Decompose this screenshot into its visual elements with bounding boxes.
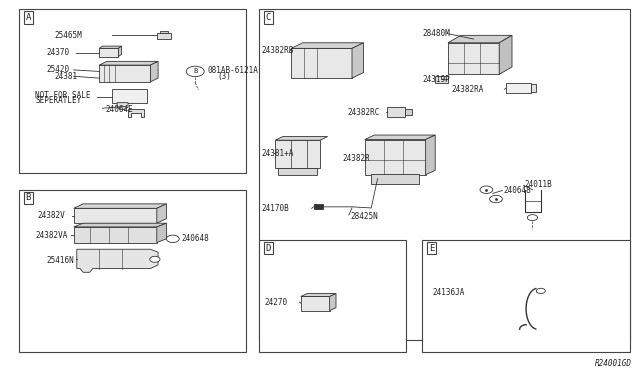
Text: B: B (193, 68, 197, 74)
Text: 240648: 240648 (181, 234, 209, 243)
Circle shape (186, 66, 204, 77)
Bar (371, 174, 419, 184)
Text: 24319P: 24319P (422, 76, 450, 84)
Polygon shape (352, 43, 364, 78)
Text: 24382RA: 24382RA (451, 85, 484, 94)
Bar (112, 89, 147, 103)
Bar (74, 227, 157, 243)
Bar (157, 33, 171, 39)
Text: 24136JA: 24136JA (432, 288, 465, 296)
Bar (422, 240, 630, 352)
Text: 24011B: 24011B (525, 180, 552, 189)
Polygon shape (365, 135, 435, 140)
Text: 25416N: 25416N (46, 256, 74, 265)
Bar (387, 107, 405, 117)
Polygon shape (448, 35, 512, 43)
Bar (506, 83, 531, 93)
Polygon shape (118, 46, 122, 57)
Text: E: E (429, 244, 434, 253)
Polygon shape (275, 137, 328, 140)
Text: 24170B: 24170B (261, 204, 289, 213)
Bar (435, 76, 448, 83)
Polygon shape (128, 109, 144, 117)
Circle shape (527, 215, 538, 221)
Text: 24381+A: 24381+A (261, 149, 294, 158)
Bar (74, 208, 157, 223)
Polygon shape (150, 61, 158, 82)
Text: D: D (266, 244, 271, 253)
Text: R24001GD: R24001GD (595, 359, 632, 368)
Bar (99, 48, 118, 57)
Polygon shape (426, 135, 435, 175)
Polygon shape (291, 43, 364, 48)
Bar (160, 31, 168, 33)
Text: 081AB-6121A: 081AB-6121A (208, 66, 259, 75)
Text: SEPERATLEY: SEPERATLEY (35, 96, 81, 105)
Text: 24382RB: 24382RB (261, 46, 294, 55)
Circle shape (490, 195, 502, 203)
Text: 24381: 24381 (54, 72, 77, 81)
Polygon shape (330, 294, 336, 311)
Bar (448, 43, 499, 74)
Text: NOT FOR SALE: NOT FOR SALE (35, 91, 91, 100)
Polygon shape (74, 204, 166, 208)
Bar (275, 140, 320, 168)
Text: 24382VA: 24382VA (35, 231, 68, 240)
Circle shape (480, 186, 493, 193)
Circle shape (536, 288, 545, 294)
Text: 24270: 24270 (264, 298, 287, 307)
Polygon shape (74, 223, 166, 227)
Text: 24064E: 24064E (106, 105, 133, 114)
Polygon shape (157, 223, 166, 243)
Text: 28480M: 28480M (422, 29, 450, 38)
Polygon shape (499, 35, 512, 74)
Bar (19, 190, 246, 352)
Text: (3): (3) (218, 72, 232, 81)
Text: 24382V: 24382V (37, 211, 65, 220)
Text: 25420: 25420 (46, 65, 69, 74)
Text: 28425N: 28425N (350, 212, 378, 221)
Bar (314, 204, 323, 209)
Bar (531, 84, 536, 92)
Bar (405, 109, 412, 115)
Bar (259, 240, 406, 352)
Bar (365, 140, 426, 175)
Bar (19, 9, 246, 173)
Circle shape (166, 235, 179, 243)
Circle shape (150, 256, 160, 262)
Bar (301, 296, 330, 311)
Text: C: C (266, 13, 271, 22)
Polygon shape (157, 204, 166, 223)
Text: 25465M: 25465M (54, 31, 82, 40)
Text: 240648: 240648 (504, 186, 531, 195)
Text: 24382RC: 24382RC (348, 108, 380, 117)
Text: 24382R: 24382R (342, 154, 370, 163)
Polygon shape (278, 168, 317, 175)
Text: A: A (26, 13, 31, 22)
Text: 24370: 24370 (46, 48, 69, 57)
Polygon shape (77, 249, 158, 272)
Polygon shape (301, 294, 336, 296)
Text: B: B (26, 193, 31, 202)
Polygon shape (99, 46, 122, 48)
Bar (259, 9, 630, 340)
Polygon shape (117, 103, 128, 109)
Polygon shape (99, 61, 158, 65)
Bar (291, 48, 352, 78)
Bar (99, 65, 150, 82)
